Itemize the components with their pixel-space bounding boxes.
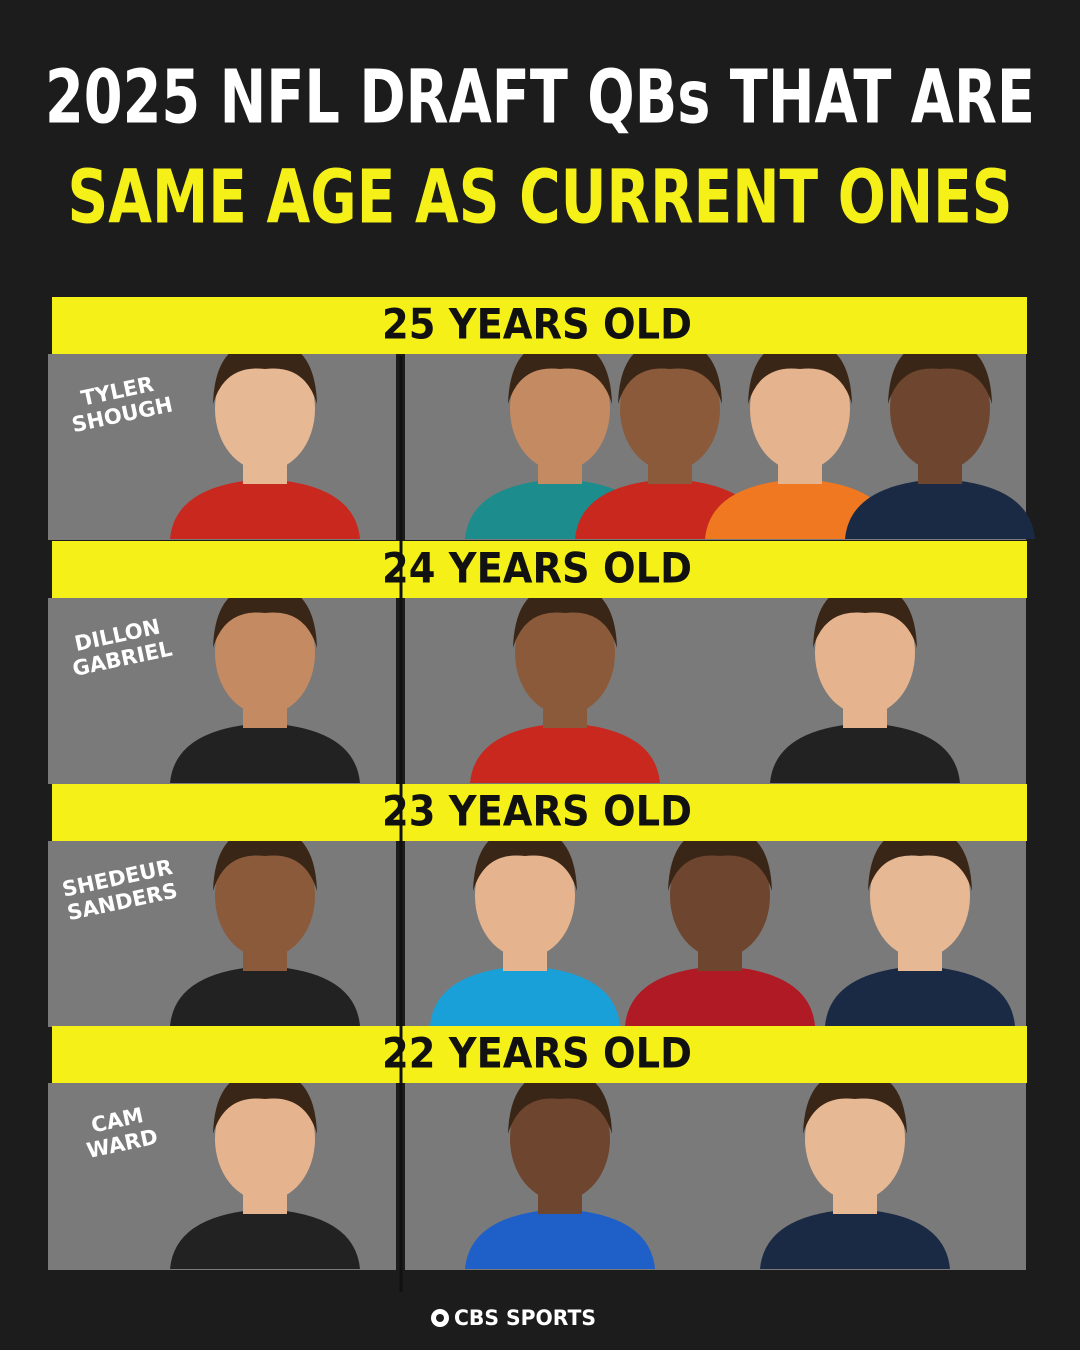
age-label: 22 YEARS OLD bbox=[382, 1029, 692, 1078]
head bbox=[815, 591, 915, 715]
shoulders bbox=[465, 1209, 655, 1269]
age-label: 24 YEARS OLD bbox=[382, 544, 692, 593]
age-label: 25 YEARS OLD bbox=[382, 300, 692, 349]
photo bbox=[470, 584, 660, 783]
photo bbox=[170, 1070, 360, 1269]
hair bbox=[213, 340, 317, 404]
head bbox=[805, 1077, 905, 1201]
hair bbox=[668, 827, 772, 891]
hair bbox=[473, 827, 577, 891]
age-bar bbox=[52, 1026, 1027, 1083]
title-line: 2025 NFL DRAFT QBs THAT ARE bbox=[45, 55, 1035, 141]
hair bbox=[803, 1070, 907, 1134]
age-bar bbox=[52, 784, 1027, 841]
head bbox=[510, 347, 610, 471]
photo bbox=[770, 584, 960, 783]
shoulders bbox=[170, 1209, 360, 1269]
shoulders bbox=[170, 966, 360, 1026]
age-bar bbox=[52, 297, 1027, 354]
title-highlight: SAME AGE AS CURRENT ONES bbox=[68, 155, 1013, 241]
hair bbox=[508, 340, 612, 404]
shoulders bbox=[825, 966, 1015, 1026]
brand: CBS SPORTS bbox=[454, 1306, 596, 1330]
head bbox=[750, 347, 850, 471]
shoulders bbox=[170, 479, 360, 539]
head bbox=[890, 347, 990, 471]
shoulders bbox=[770, 723, 960, 783]
shoulders bbox=[845, 479, 1035, 539]
hair bbox=[618, 340, 722, 404]
head bbox=[515, 591, 615, 715]
hair bbox=[888, 340, 992, 404]
head bbox=[510, 1077, 610, 1201]
shoulders bbox=[170, 723, 360, 783]
hair bbox=[213, 584, 317, 648]
photo bbox=[825, 827, 1015, 1026]
age-bar bbox=[52, 541, 1027, 598]
head bbox=[475, 834, 575, 958]
hair bbox=[513, 584, 617, 648]
photo bbox=[705, 340, 895, 539]
hair bbox=[868, 827, 972, 891]
photo bbox=[845, 340, 1035, 539]
shoulders bbox=[705, 479, 895, 539]
shoulders bbox=[470, 723, 660, 783]
photo bbox=[430, 827, 620, 1026]
shoulders bbox=[430, 966, 620, 1026]
shoulders bbox=[760, 1209, 950, 1269]
hair bbox=[213, 827, 317, 891]
hair bbox=[213, 1070, 317, 1134]
hair bbox=[748, 340, 852, 404]
photo bbox=[170, 584, 360, 783]
photo bbox=[760, 1070, 950, 1269]
photo bbox=[625, 827, 815, 1026]
photo bbox=[465, 1070, 655, 1269]
head bbox=[670, 834, 770, 958]
footer: CBS SPORTS bbox=[431, 1306, 596, 1330]
photo bbox=[170, 827, 360, 1026]
age-label: 23 YEARS OLD bbox=[382, 787, 692, 836]
head bbox=[620, 347, 720, 471]
shoulders bbox=[625, 966, 815, 1026]
logo-eye bbox=[436, 1314, 444, 1322]
head bbox=[215, 1077, 315, 1201]
head bbox=[870, 834, 970, 958]
head bbox=[215, 834, 315, 958]
hair bbox=[508, 1070, 612, 1134]
head bbox=[215, 591, 315, 715]
photo bbox=[170, 340, 360, 539]
head bbox=[215, 347, 315, 471]
hair bbox=[813, 584, 917, 648]
